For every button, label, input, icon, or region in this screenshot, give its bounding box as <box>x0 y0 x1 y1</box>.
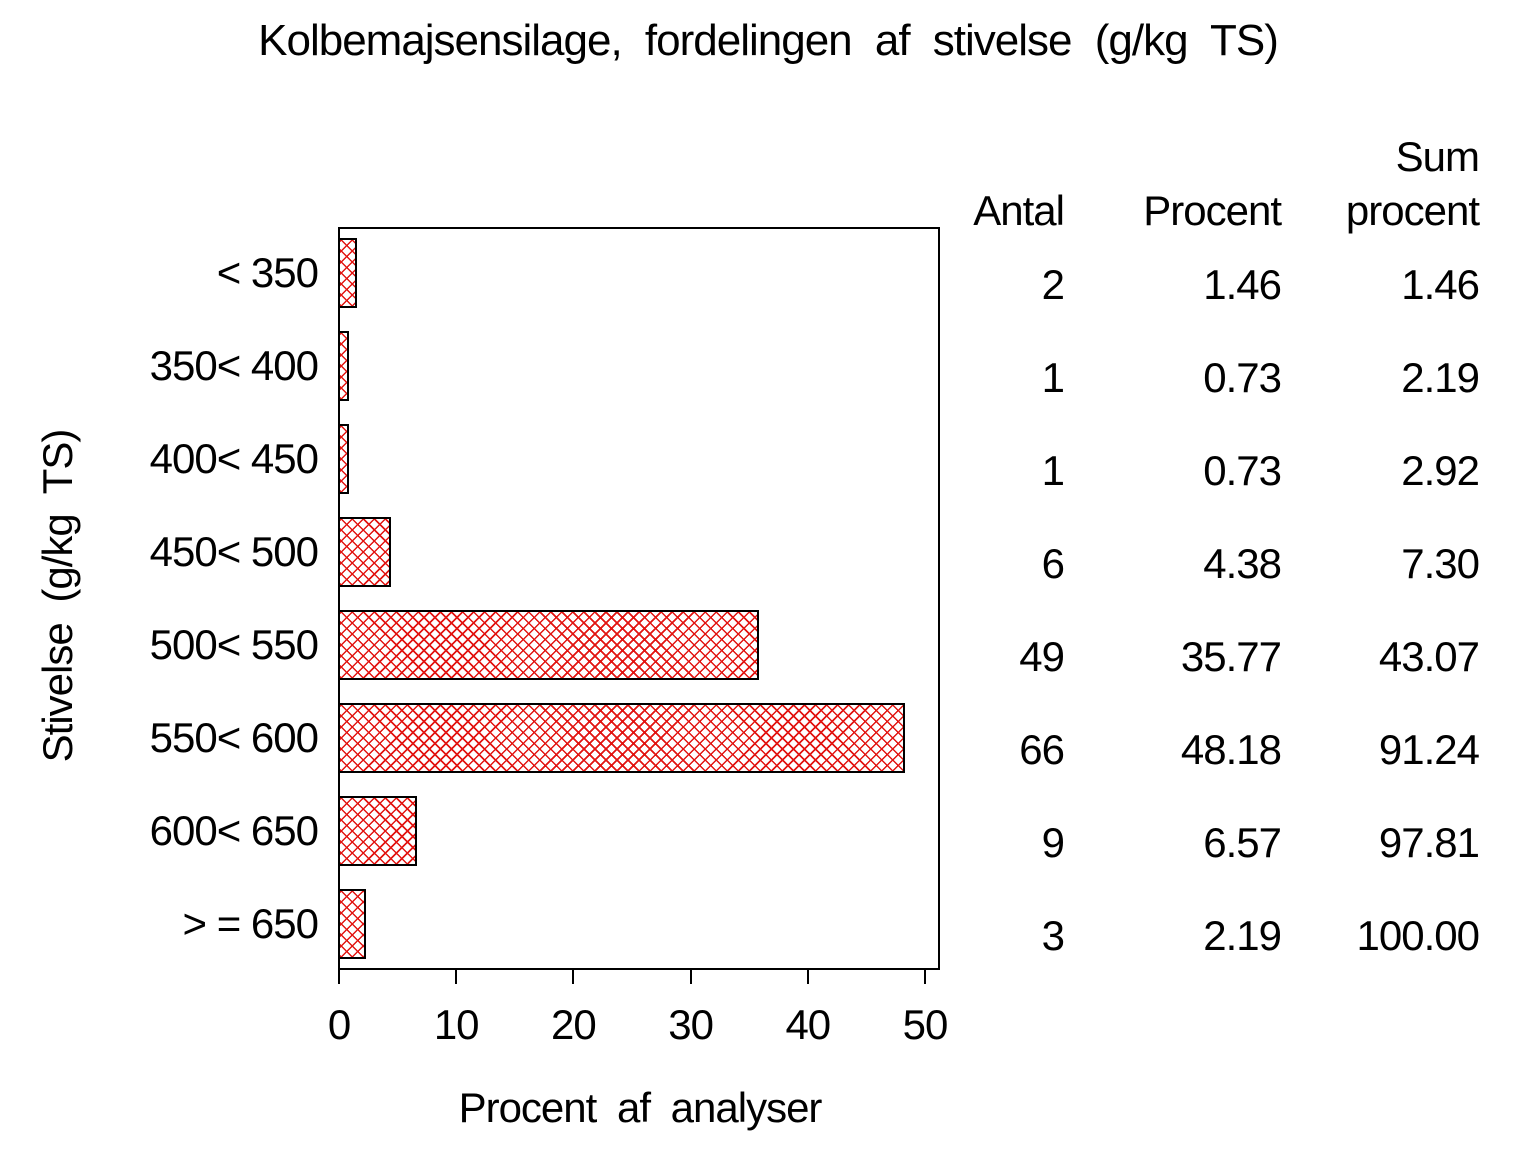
bar-<350 <box>340 238 357 309</box>
table-cell-procent: 48.18 <box>1180 725 1282 773</box>
table-cell-antal: 3 <box>1041 911 1065 959</box>
x-tick-mark <box>572 968 575 984</box>
x-tick-label: 30 <box>668 1001 714 1048</box>
x-tick-label: 0 <box>327 1001 351 1048</box>
table-header-sum-procent: Sum procent <box>1345 133 1480 234</box>
table-cell-sum-procent: 2.19 <box>1401 354 1480 402</box>
bar-350<400 <box>340 331 349 402</box>
table-cell-antal: 9 <box>1041 818 1065 866</box>
table-cell-procent: 6.57 <box>1203 818 1282 866</box>
table-cell-sum-procent: 91.24 <box>1378 725 1480 773</box>
category-label: < 350 <box>216 249 319 297</box>
x-tick-mark <box>924 968 926 984</box>
bar-600<650 <box>340 795 417 866</box>
x-tick-mark <box>455 968 458 984</box>
y-axis-title: Stivelse (g/kg TS) <box>34 429 81 763</box>
x-tick-mark <box>689 968 692 984</box>
category-label: 400< 450 <box>149 435 319 483</box>
table-cell-procent: 2.19 <box>1203 911 1282 959</box>
x-tick-mark <box>806 968 809 984</box>
x-tick-label: 40 <box>785 1001 831 1048</box>
table-cell-sum-procent: 100.00 <box>1356 911 1480 959</box>
table-header-procent: Procent <box>1143 187 1282 234</box>
table-cell-procent: 4.38 <box>1203 540 1282 588</box>
category-label: > = 650 <box>182 899 319 947</box>
category-label: 350< 400 <box>149 342 319 390</box>
table-header-antal: Antal <box>973 187 1065 234</box>
table-cell-procent: 35.77 <box>1180 632 1282 680</box>
plot-area <box>338 227 940 970</box>
x-tick-label: 20 <box>551 1001 597 1048</box>
x-tick-label: 10 <box>433 1001 480 1048</box>
table-cell-antal: 1 <box>1041 354 1065 402</box>
x-tick-mark <box>338 968 340 984</box>
table-cell-sum-procent: 1.46 <box>1401 261 1480 309</box>
table-cell-sum-procent: 7.30 <box>1401 540 1480 588</box>
table-cell-antal: 2 <box>1041 261 1065 309</box>
table-cell-antal: 1 <box>1041 447 1065 495</box>
bar-550<600 <box>340 702 905 773</box>
x-axis-title: Procent af analyser <box>458 1084 823 1131</box>
bar-450<500 <box>340 517 391 588</box>
bar->=650 <box>340 888 366 959</box>
table-cell-procent: 0.73 <box>1203 447 1282 495</box>
table-cell-antal: 6 <box>1041 540 1065 588</box>
table-cell-antal: 66 <box>1019 725 1065 773</box>
table-cell-antal: 49 <box>1019 632 1065 680</box>
table-cell-sum-procent: 2.92 <box>1401 447 1480 495</box>
bar-500<550 <box>340 609 759 680</box>
table-cell-procent: 1.46 <box>1203 261 1282 309</box>
table-cell-sum-procent: 97.81 <box>1378 818 1480 866</box>
bar-400<450 <box>340 424 349 495</box>
category-label: 550< 600 <box>149 713 319 761</box>
chart-title: Kolbemajsensilage, fordelingen af stivel… <box>258 16 1279 65</box>
table-cell-sum-procent: 43.07 <box>1378 632 1480 680</box>
category-label: 450< 500 <box>149 528 319 576</box>
category-label: 600< 650 <box>149 806 319 854</box>
category-label: 500< 550 <box>149 620 319 668</box>
x-tick-label: 50 <box>902 1001 949 1048</box>
table-cell-procent: 0.73 <box>1203 354 1282 402</box>
